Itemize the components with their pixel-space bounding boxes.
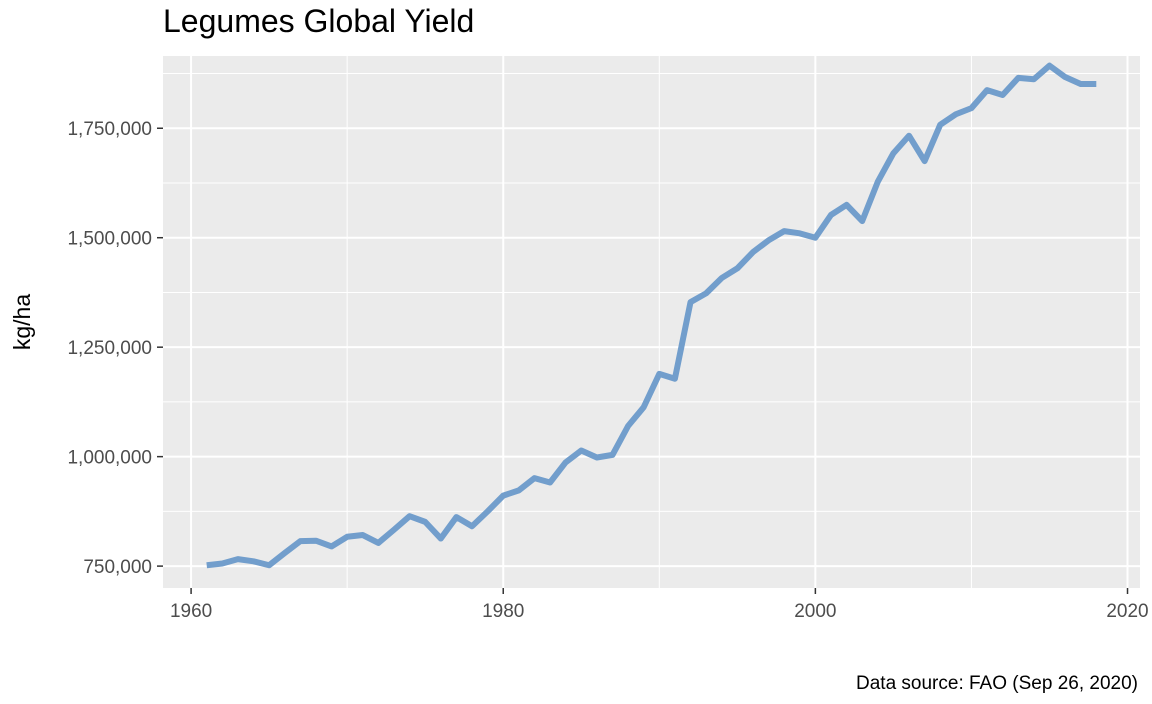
y-tick-label: 1,000,000	[67, 448, 152, 469]
y-tick-labels: 750,000 1,000,000 1,250,000 1,500,000 1,750,…	[67, 119, 152, 578]
y-tick-label: 1,750,000	[67, 119, 152, 140]
minor-gridlines	[163, 56, 1140, 588]
y-tick-label: 1,500,000	[67, 229, 152, 250]
x-tick-labels: 1960 1980 2000 2020	[170, 601, 1149, 622]
y-tick-label: 750,000	[83, 557, 152, 578]
chart-caption: Data source: FAO (Sep 26, 2020)	[856, 673, 1138, 694]
x-tick-label: 1960	[170, 601, 212, 622]
y-tick-label: 1,250,000	[67, 338, 152, 359]
series-line	[206, 62, 1097, 569]
major-gridlines	[163, 56, 1140, 588]
series-layer	[206, 62, 1097, 569]
chart-title: Legumes Global Yield	[163, 3, 474, 39]
axis-ticks	[157, 127, 1129, 594]
y-axis-title: kg/ha	[9, 294, 35, 350]
x-tick-label: 2020	[1106, 601, 1148, 622]
x-tick-label: 2000	[794, 601, 836, 622]
plot-panel	[163, 56, 1140, 588]
x-tick-label: 1980	[482, 601, 524, 622]
